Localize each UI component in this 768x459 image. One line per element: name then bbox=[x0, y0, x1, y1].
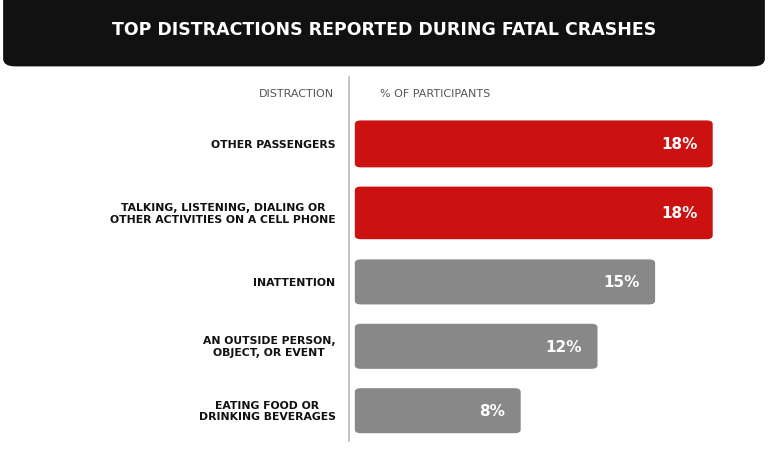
FancyBboxPatch shape bbox=[4, 0, 764, 67]
Text: AN OUTSIDE PERSON,
OBJECT, OR EVENT: AN OUTSIDE PERSON, OBJECT, OR EVENT bbox=[203, 336, 336, 357]
Text: % OF PARTICIPANTS: % OF PARTICIPANTS bbox=[380, 89, 491, 99]
FancyBboxPatch shape bbox=[355, 121, 713, 168]
Text: 15%: 15% bbox=[604, 275, 640, 290]
FancyBboxPatch shape bbox=[355, 324, 598, 369]
FancyBboxPatch shape bbox=[355, 388, 521, 433]
FancyBboxPatch shape bbox=[355, 260, 655, 305]
Text: TOP DISTRACTIONS REPORTED DURING FATAL CRASHES: TOP DISTRACTIONS REPORTED DURING FATAL C… bbox=[112, 21, 656, 39]
Text: 18%: 18% bbox=[661, 206, 697, 221]
Text: DISTRACTION: DISTRACTION bbox=[259, 89, 334, 99]
Text: EATING FOOD OR
DRINKING BEVERAGES: EATING FOOD OR DRINKING BEVERAGES bbox=[199, 400, 336, 421]
Text: 18%: 18% bbox=[661, 137, 697, 152]
FancyBboxPatch shape bbox=[355, 187, 713, 240]
Text: 12%: 12% bbox=[545, 339, 582, 354]
Text: INATTENTION: INATTENTION bbox=[253, 277, 336, 287]
Text: TALKING, LISTENING, DIALING OR
OTHER ACTIVITIES ON A CELL PHONE: TALKING, LISTENING, DIALING OR OTHER ACT… bbox=[110, 203, 336, 224]
Text: OTHER PASSENGERS: OTHER PASSENGERS bbox=[211, 140, 336, 150]
Text: 8%: 8% bbox=[479, 403, 505, 418]
